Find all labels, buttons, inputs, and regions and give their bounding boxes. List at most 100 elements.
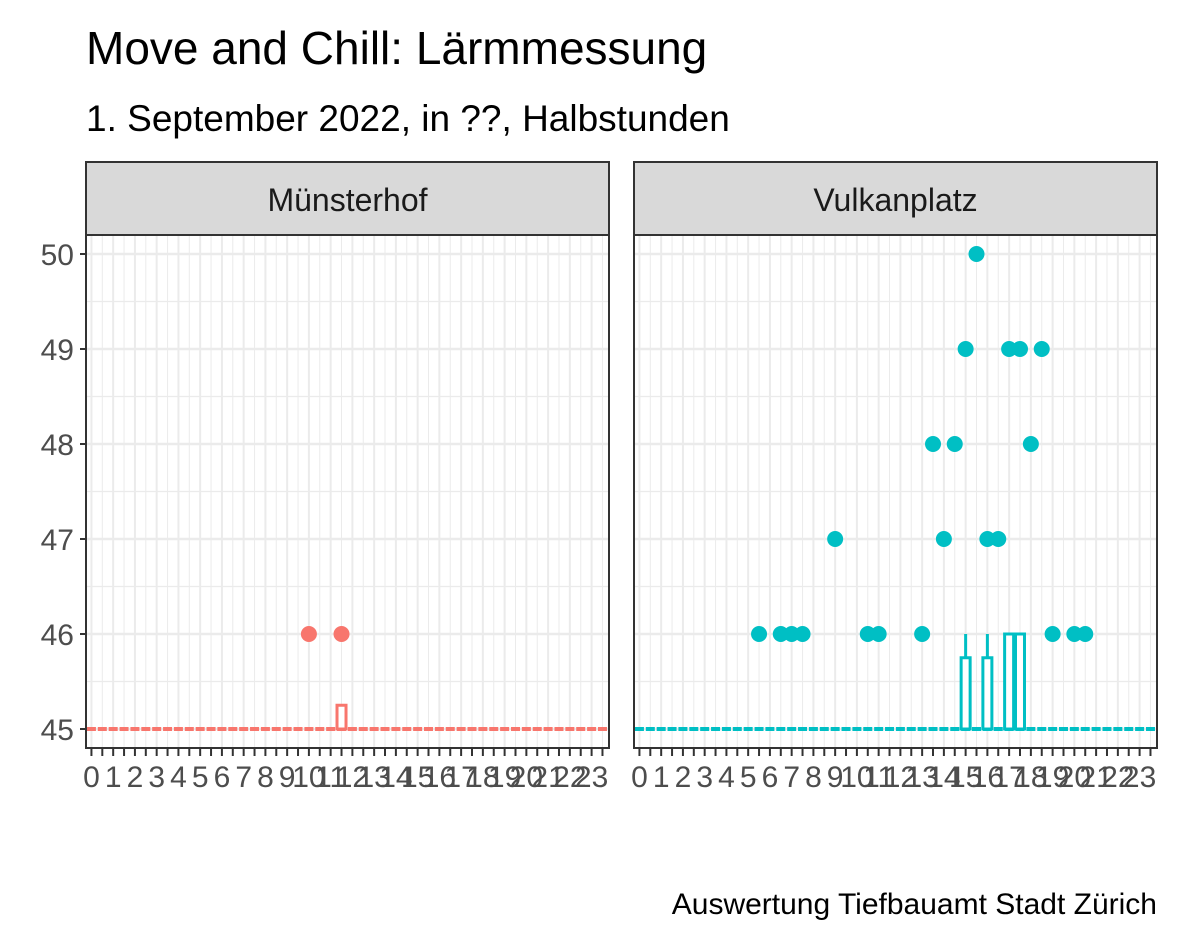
y-axis: 45 46 47 48 49 50 [41, 239, 86, 747]
y-tick-label: 45 [41, 714, 74, 747]
boxplot [959, 634, 972, 731]
x-tick-label: 17 [992, 761, 1025, 794]
boxplot-box [1013, 632, 1026, 731]
data-point [1033, 341, 1050, 357]
x-tick-label: 11 [863, 761, 894, 794]
x-tick-label: 3 [696, 761, 713, 794]
x-tick-label: 21 [1079, 761, 1112, 794]
panel-border [633, 234, 1158, 749]
boxplot-box [1003, 632, 1016, 731]
x-tick-label: 16 [971, 761, 1004, 794]
data-point [827, 531, 844, 547]
data-point [968, 246, 985, 262]
x-tick-label: 23 [575, 761, 608, 794]
x-tick-label: 22 [553, 761, 586, 794]
x-tick-label: 14 [927, 761, 960, 794]
x-tick-label: 6 [762, 761, 779, 794]
x-tick-label: 20 [510, 761, 543, 794]
data-points [300, 626, 350, 642]
data-point [990, 531, 1007, 547]
x-tick-label: 8 [257, 761, 274, 794]
x-tick-label: 8 [805, 761, 822, 794]
x-tick-label: 14 [379, 761, 412, 794]
x-tick-label: 18 [466, 761, 499, 794]
gridlines [86, 235, 609, 748]
x-tick-label: 22 [1101, 761, 1134, 794]
data-point [333, 626, 350, 642]
x-tick-label: 17 [444, 761, 477, 794]
x-tick-label: 13 [905, 761, 938, 794]
x-tick-label: 6 [214, 761, 231, 794]
y-tick-label: 48 [41, 429, 74, 462]
x-tick-label: 13 [357, 761, 390, 794]
boxplot [1013, 632, 1026, 731]
data-point [794, 626, 811, 642]
x-tick-label: 11 [315, 761, 346, 794]
data-point [1044, 626, 1061, 642]
data-point [300, 626, 317, 642]
x-tick-label: 4 [170, 761, 187, 794]
y-tick-label: 47 [41, 524, 74, 557]
chart-title: Move and Chill: Lärmmessung [86, 22, 707, 74]
x-tick-label: 19 [1036, 761, 1069, 794]
boxplot-box [981, 656, 994, 731]
x-tick-label: 15 [949, 761, 982, 794]
data-point [914, 626, 931, 642]
data-point [1011, 341, 1028, 357]
x-tick-label: 15 [401, 761, 434, 794]
x-tick-label: 7 [783, 761, 800, 794]
y-tick-label: 50 [41, 239, 74, 272]
x-tick-label: 2 [675, 761, 692, 794]
x-tick-label: 2 [127, 761, 144, 794]
x-tick-label: 5 [740, 761, 757, 794]
x-tick-label: 12 [336, 761, 369, 794]
x-tick-label: 10 [840, 761, 873, 794]
x-tick-label: 18 [1014, 761, 1047, 794]
y-tick-label: 49 [41, 334, 74, 367]
boxplot [981, 634, 994, 731]
x-tick-label: 9 [279, 761, 296, 794]
data-point [1077, 626, 1094, 642]
x-tick-label: 1 [105, 761, 122, 794]
x-tick-label: 23 [1123, 761, 1156, 794]
x-tick-label: 3 [148, 761, 165, 794]
data-point [925, 436, 942, 452]
data-point [946, 436, 963, 452]
x-tick-label: 19 [488, 761, 521, 794]
data-point [751, 626, 768, 642]
boxplot-box [959, 656, 972, 731]
x-tick-label: 0 [631, 761, 648, 794]
data-points [751, 246, 1094, 642]
facet-strip-label: Vulkanplatz [813, 182, 977, 218]
data-point [935, 531, 952, 547]
x-tick-label: 16 [423, 761, 456, 794]
x-tick-label: 0 [83, 761, 100, 794]
data-point [870, 626, 887, 642]
x-tick-label: 1 [653, 761, 670, 794]
data-point [957, 341, 974, 357]
x-tick-label: 20 [1058, 761, 1091, 794]
x-tick-label: 10 [292, 761, 325, 794]
x-tick-label: 12 [884, 761, 917, 794]
x-tick-label: 4 [718, 761, 735, 794]
x-tick-label: 21 [531, 761, 564, 794]
panel-border [85, 234, 610, 749]
x-tick-label: 7 [235, 761, 252, 794]
boxplot [335, 703, 348, 731]
x-tick-label: 9 [827, 761, 844, 794]
boxplot [1003, 632, 1016, 731]
chart-subtitle: 1. September 2022, in ??, Halbstunden [86, 98, 730, 139]
chart-caption: Auswertung Tiefbauamt Stadt Zürich [672, 888, 1157, 921]
facet-strip-label: Münsterhof [267, 182, 427, 218]
x-tick-label: 5 [192, 761, 209, 794]
y-tick-label: 46 [41, 619, 74, 652]
data-point [1022, 436, 1039, 452]
facet-strip [633, 161, 1158, 236]
boxplot-box [335, 703, 348, 731]
